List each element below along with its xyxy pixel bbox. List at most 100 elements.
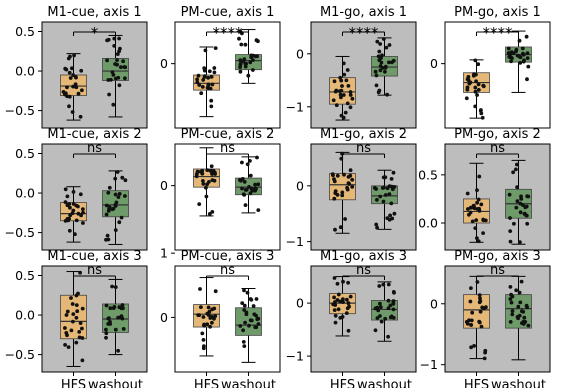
- significance-label: ns: [490, 141, 505, 156]
- hfs-point: [208, 324, 213, 329]
- washout-point: [522, 212, 527, 216]
- hfs-point: [332, 196, 337, 201]
- hfs-point: [206, 86, 211, 91]
- hfs-point: [65, 85, 69, 90]
- washout-point: [106, 37, 111, 42]
- washout-point: [121, 327, 126, 331]
- hfs-point: [202, 344, 206, 349]
- panel-background: [174, 143, 281, 251]
- hfs-point: [65, 309, 70, 314]
- hfs-point: [201, 78, 206, 82]
- hfs-point: [204, 194, 209, 199]
- hfs-point: [195, 80, 200, 85]
- washout-point: [383, 175, 388, 180]
- hfs-point: [76, 211, 81, 216]
- hfs-point: [71, 208, 76, 213]
- hfs-point: [340, 193, 345, 198]
- hfs-point: [340, 315, 345, 319]
- hfs-point: [64, 67, 69, 72]
- washout-point: [113, 285, 118, 289]
- washout-point: [248, 297, 253, 301]
- hfs-point: [63, 326, 67, 330]
- washout-point: [113, 228, 118, 233]
- panel-6: M1-go, axis 2 −1 0 ns: [286, 127, 417, 251]
- washout-point: [248, 60, 253, 65]
- washout-point: [391, 58, 396, 63]
- washout-box: [235, 307, 262, 336]
- hfs-point: [465, 191, 470, 196]
- hfs-point: [346, 328, 351, 333]
- washout-point: [377, 49, 382, 54]
- washout-point: [510, 56, 514, 60]
- hfs-point: [342, 172, 346, 177]
- hfs-point: [480, 305, 485, 310]
- hfs-point: [201, 179, 205, 183]
- hfs-point: [469, 345, 473, 350]
- washout-point: [113, 62, 117, 66]
- washout-point: [104, 303, 109, 308]
- hfs-point: [345, 297, 349, 302]
- hfs-point: [68, 54, 72, 59]
- hfs-point: [200, 168, 205, 173]
- washout-point: [387, 43, 392, 47]
- hfs-point: [470, 219, 475, 224]
- panel-title: PM-cue, axis 3: [181, 249, 275, 264]
- washout-point: [374, 187, 378, 191]
- washout-point: [256, 182, 261, 187]
- hfs-point: [332, 295, 336, 300]
- washout-point: [245, 290, 250, 295]
- washout-point: [107, 205, 112, 210]
- hfs-point: [210, 307, 215, 312]
- washout-point: [385, 186, 390, 191]
- y-tick-label: 0.5: [15, 146, 35, 161]
- y-tick-label: 0.5: [15, 24, 35, 39]
- washout-point: [391, 299, 396, 303]
- hfs-point: [333, 189, 338, 194]
- washout-point: [392, 211, 397, 216]
- panel-9: PM-cue, axis 3 0 1 ns HFS washout: [160, 246, 281, 388]
- washout-point: [520, 46, 525, 51]
- washout-point: [104, 331, 109, 336]
- washout-point: [119, 65, 123, 69]
- hfs-point: [477, 293, 482, 298]
- washout-point: [381, 199, 386, 204]
- washout-point: [237, 36, 241, 41]
- washout-point: [256, 208, 261, 213]
- hfs-point: [348, 294, 353, 299]
- hfs-point: [476, 82, 481, 87]
- hfs-point: [347, 182, 352, 186]
- hfs-point: [81, 221, 85, 225]
- washout-point: [104, 203, 109, 208]
- hfs-point: [195, 77, 200, 82]
- washout-point: [243, 203, 248, 208]
- washout-point: [250, 188, 255, 193]
- washout-point: [519, 194, 523, 199]
- hfs-point: [209, 98, 214, 103]
- significance-label: ns: [87, 263, 102, 278]
- x-tick-label: HFS: [464, 378, 489, 388]
- washout-point: [518, 240, 522, 245]
- hfs-point: [345, 68, 350, 72]
- hfs-point: [63, 200, 68, 205]
- hfs-point: [332, 308, 337, 312]
- washout-point: [514, 205, 519, 210]
- hfs-point: [213, 289, 218, 294]
- washout-point: [388, 303, 393, 308]
- hfs-point: [471, 204, 476, 208]
- washout-point: [106, 190, 111, 195]
- hfs-point: [348, 168, 353, 173]
- hfs-point: [67, 228, 72, 233]
- hfs-point: [80, 306, 85, 311]
- washout-point: [121, 306, 125, 311]
- hfs-point: [67, 70, 72, 75]
- hfs-point: [201, 315, 206, 319]
- hfs-point: [201, 182, 206, 186]
- washout-point: [246, 73, 251, 78]
- washout-point: [391, 290, 396, 294]
- hfs-point: [204, 185, 208, 190]
- significance-label: ns: [87, 141, 102, 156]
- hfs-point: [68, 213, 72, 218]
- washout-point: [507, 52, 512, 57]
- washout-point: [519, 279, 524, 284]
- x-tick-label: HFS: [330, 378, 355, 388]
